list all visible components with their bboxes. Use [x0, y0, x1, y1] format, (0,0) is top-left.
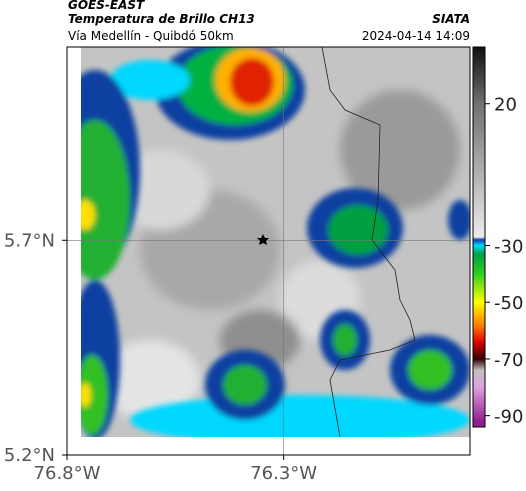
timestamp: 2024-04-14 14:09: [362, 29, 470, 43]
colorbar-tick-label: -70: [494, 350, 523, 371]
satellite-image: [81, 47, 470, 437]
colorbar: [472, 46, 486, 428]
agency: SIATA: [432, 12, 470, 26]
location-marker: [257, 234, 269, 245]
colorbar-tick-label: -50: [494, 293, 523, 314]
title: Temperatura de Brillo CH13: [68, 12, 255, 26]
source: GOES-EAST: [68, 0, 145, 12]
lon-label: 76.8°W: [34, 463, 101, 484]
subtitle: Vía Medellín - Quibdó 50km: [68, 29, 234, 43]
lat-label: 5.2°N: [4, 445, 55, 466]
lat-label: 5.7°N: [4, 230, 55, 251]
lon-label: 76.3°W: [250, 463, 317, 484]
colorbar-tick-label: -30: [494, 237, 523, 258]
colorbar-tick-label: -90: [494, 407, 523, 428]
colorbar-tick-label: 20: [494, 95, 517, 116]
map-frame: [66, 46, 471, 456]
